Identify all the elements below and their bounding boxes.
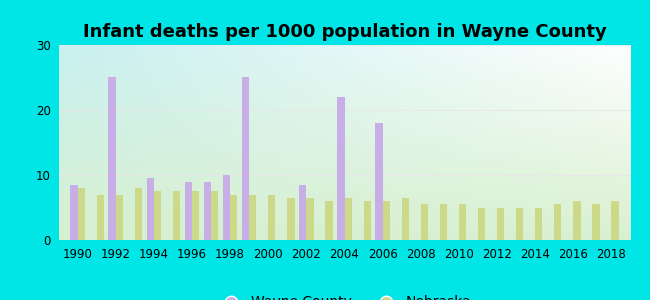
- Bar: [344, 198, 352, 240]
- Bar: [116, 194, 123, 240]
- Bar: [299, 185, 306, 240]
- Bar: [147, 178, 154, 240]
- Bar: [249, 194, 256, 240]
- Bar: [612, 201, 619, 240]
- Bar: [402, 198, 409, 240]
- Title: Infant deaths per 1000 population in Wayne County: Infant deaths per 1000 population in Way…: [83, 23, 606, 41]
- Bar: [109, 77, 116, 240]
- Bar: [211, 191, 218, 240]
- Bar: [192, 191, 199, 240]
- Bar: [173, 191, 180, 240]
- Bar: [516, 208, 523, 240]
- Bar: [363, 201, 370, 240]
- Bar: [326, 201, 333, 240]
- Bar: [70, 185, 77, 240]
- Bar: [535, 208, 542, 240]
- Bar: [554, 204, 562, 240]
- Bar: [376, 123, 383, 240]
- Bar: [459, 204, 466, 240]
- Bar: [592, 204, 599, 240]
- Bar: [478, 208, 485, 240]
- Bar: [440, 204, 447, 240]
- Bar: [223, 175, 230, 240]
- Bar: [573, 201, 580, 240]
- Bar: [383, 201, 390, 240]
- Bar: [97, 194, 104, 240]
- Bar: [306, 198, 313, 240]
- Bar: [287, 198, 294, 240]
- Bar: [497, 208, 504, 240]
- Bar: [154, 191, 161, 240]
- Bar: [268, 194, 276, 240]
- Bar: [135, 188, 142, 240]
- Bar: [421, 204, 428, 240]
- Legend: Wayne County, Nebraska: Wayne County, Nebraska: [212, 290, 477, 300]
- Bar: [77, 188, 84, 240]
- Bar: [204, 182, 211, 240]
- Bar: [185, 182, 192, 240]
- Bar: [242, 77, 249, 240]
- Bar: [230, 194, 237, 240]
- Bar: [337, 97, 345, 240]
